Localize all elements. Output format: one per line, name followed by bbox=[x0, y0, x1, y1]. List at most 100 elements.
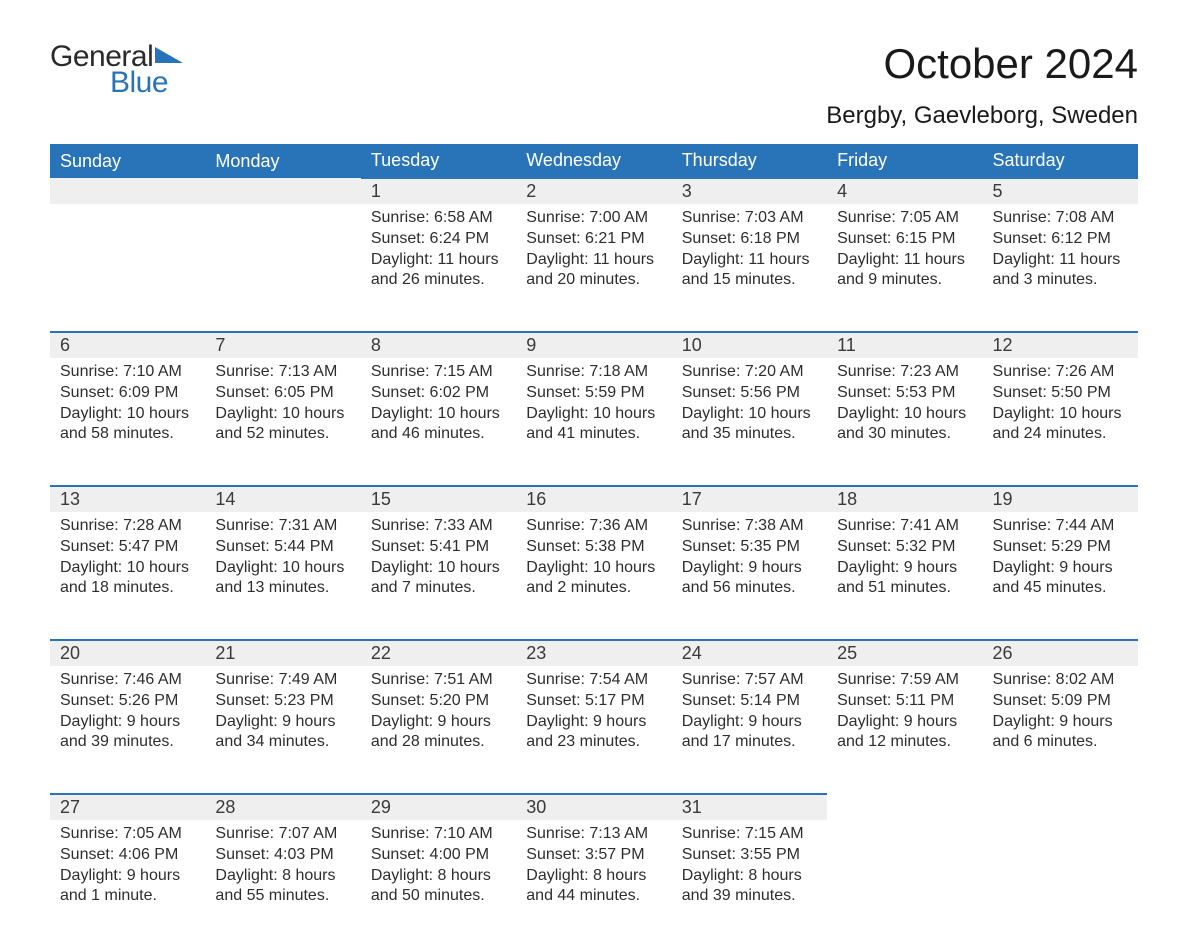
day-detail-cell: Sunrise: 7:31 AMSunset: 5:44 PMDaylight:… bbox=[205, 512, 360, 640]
sunrise-text: Sunrise: 7:15 AM bbox=[682, 824, 817, 845]
sunset-text: Sunset: 5:11 PM bbox=[837, 691, 972, 712]
header: General Blue October 2024 Bergby, Gaevle… bbox=[50, 40, 1138, 130]
daylight-text-1: Daylight: 9 hours bbox=[837, 712, 972, 733]
daylight-text-2: and 17 minutes. bbox=[682, 732, 817, 753]
day-detail-cell: Sunrise: 6:58 AMSunset: 6:24 PMDaylight:… bbox=[361, 204, 516, 332]
sunrise-text: Sunrise: 7:05 AM bbox=[60, 824, 195, 845]
sunrise-text: Sunrise: 7:15 AM bbox=[371, 362, 506, 383]
day-detail-cell: Sunrise: 7:44 AMSunset: 5:29 PMDaylight:… bbox=[983, 512, 1138, 640]
day-number-cell: 3 bbox=[672, 178, 827, 204]
sunset-text: Sunset: 5:17 PM bbox=[526, 691, 661, 712]
daylight-text-2: and 55 minutes. bbox=[215, 886, 350, 907]
daynum-row: 2728293031 bbox=[50, 794, 1138, 820]
day-number-cell: 2 bbox=[516, 178, 671, 204]
daylight-text-1: Daylight: 8 hours bbox=[371, 866, 506, 887]
day-detail-cell: Sunrise: 7:03 AMSunset: 6:18 PMDaylight:… bbox=[672, 204, 827, 332]
daylight-text-2: and 28 minutes. bbox=[371, 732, 506, 753]
daylight-text-2: and 24 minutes. bbox=[993, 424, 1128, 445]
daynum-row: 20212223242526 bbox=[50, 640, 1138, 666]
day-number-cell: 29 bbox=[361, 794, 516, 820]
day-detail-cell: Sunrise: 8:02 AMSunset: 5:09 PMDaylight:… bbox=[983, 666, 1138, 794]
day-detail-cell: Sunrise: 7:18 AMSunset: 5:59 PMDaylight:… bbox=[516, 358, 671, 486]
sunset-text: Sunset: 5:41 PM bbox=[371, 537, 506, 558]
day-number-cell: 11 bbox=[827, 332, 982, 358]
logo: General Blue bbox=[50, 40, 185, 100]
sunset-text: Sunset: 6:21 PM bbox=[526, 229, 661, 250]
day-number-cell: 20 bbox=[50, 640, 205, 666]
daylight-text-2: and 39 minutes. bbox=[682, 886, 817, 907]
sunset-text: Sunset: 5:09 PM bbox=[993, 691, 1128, 712]
sunrise-text: Sunrise: 7:07 AM bbox=[215, 824, 350, 845]
daylight-text-1: Daylight: 8 hours bbox=[526, 866, 661, 887]
sunrise-text: Sunrise: 7:49 AM bbox=[215, 670, 350, 691]
sunrise-text: Sunrise: 7:59 AM bbox=[837, 670, 972, 691]
daylight-text-2: and 20 minutes. bbox=[526, 270, 661, 291]
day-detail-cell: Sunrise: 7:49 AMSunset: 5:23 PMDaylight:… bbox=[205, 666, 360, 794]
daylight-text-1: Daylight: 11 hours bbox=[682, 250, 817, 271]
daylight-text-2: and 26 minutes. bbox=[371, 270, 506, 291]
sunset-text: Sunset: 5:53 PM bbox=[837, 383, 972, 404]
day-detail-cell: Sunrise: 7:28 AMSunset: 5:47 PMDaylight:… bbox=[50, 512, 205, 640]
day-detail-cell: Sunrise: 7:08 AMSunset: 6:12 PMDaylight:… bbox=[983, 204, 1138, 332]
daylight-text-2: and 3 minutes. bbox=[993, 270, 1128, 291]
day-number-cell: 24 bbox=[672, 640, 827, 666]
daylight-text-1: Daylight: 9 hours bbox=[371, 712, 506, 733]
sunset-text: Sunset: 6:12 PM bbox=[993, 229, 1128, 250]
day-number-cell: 27 bbox=[50, 794, 205, 820]
daylight-text-2: and 6 minutes. bbox=[993, 732, 1128, 753]
day-detail-cell: Sunrise: 7:36 AMSunset: 5:38 PMDaylight:… bbox=[516, 512, 671, 640]
daynum-row: 6789101112 bbox=[50, 332, 1138, 358]
sunrise-text: Sunrise: 7:26 AM bbox=[993, 362, 1128, 383]
sunrise-text: Sunrise: 7:18 AM bbox=[526, 362, 661, 383]
daylight-text-2: and 18 minutes. bbox=[60, 578, 195, 599]
sunset-text: Sunset: 6:05 PM bbox=[215, 383, 350, 404]
daylight-text-1: Daylight: 10 hours bbox=[526, 404, 661, 425]
day-detail-cell: Sunrise: 7:05 AMSunset: 4:06 PMDaylight:… bbox=[50, 820, 205, 948]
daylight-text-1: Daylight: 10 hours bbox=[215, 558, 350, 579]
sunset-text: Sunset: 4:06 PM bbox=[60, 845, 195, 866]
daylight-text-1: Daylight: 10 hours bbox=[215, 404, 350, 425]
daylight-text-1: Daylight: 9 hours bbox=[682, 558, 817, 579]
day-number-cell: 12 bbox=[983, 332, 1138, 358]
sunset-text: Sunset: 3:55 PM bbox=[682, 845, 817, 866]
title-block: October 2024 Bergby, Gaevleborg, Sweden bbox=[826, 40, 1138, 130]
sunset-text: Sunset: 5:44 PM bbox=[215, 537, 350, 558]
sunrise-text: Sunrise: 7:13 AM bbox=[215, 362, 350, 383]
weekday-header: Monday bbox=[205, 144, 360, 178]
location: Bergby, Gaevleborg, Sweden bbox=[826, 102, 1138, 130]
day-number-cell: 10 bbox=[672, 332, 827, 358]
daylight-text-2: and 2 minutes. bbox=[526, 578, 661, 599]
daylight-text-1: Daylight: 9 hours bbox=[682, 712, 817, 733]
daylight-text-2: and 30 minutes. bbox=[837, 424, 972, 445]
daylight-text-1: Daylight: 10 hours bbox=[60, 404, 195, 425]
daylight-text-1: Daylight: 10 hours bbox=[837, 404, 972, 425]
daylight-text-2: and 58 minutes. bbox=[60, 424, 195, 445]
day-number-cell: 23 bbox=[516, 640, 671, 666]
sunset-text: Sunset: 3:57 PM bbox=[526, 845, 661, 866]
day-detail-cell bbox=[827, 820, 982, 948]
day-number-cell: 7 bbox=[205, 332, 360, 358]
sunrise-text: Sunrise: 7:31 AM bbox=[215, 516, 350, 537]
sunset-text: Sunset: 5:20 PM bbox=[371, 691, 506, 712]
daylight-text-1: Daylight: 10 hours bbox=[526, 558, 661, 579]
sunrise-text: Sunrise: 7:20 AM bbox=[682, 362, 817, 383]
sunrise-text: Sunrise: 7:44 AM bbox=[993, 516, 1128, 537]
day-number-cell: 14 bbox=[205, 486, 360, 512]
day-detail-cell: Sunrise: 7:10 AMSunset: 4:00 PMDaylight:… bbox=[361, 820, 516, 948]
weekday-header: Friday bbox=[827, 144, 982, 178]
daylight-text-1: Daylight: 9 hours bbox=[60, 866, 195, 887]
day-number-cell: 26 bbox=[983, 640, 1138, 666]
logo-word2: Blue bbox=[110, 66, 185, 100]
day-detail-cell: Sunrise: 7:00 AMSunset: 6:21 PMDaylight:… bbox=[516, 204, 671, 332]
day-number-cell: 15 bbox=[361, 486, 516, 512]
sunset-text: Sunset: 5:14 PM bbox=[682, 691, 817, 712]
day-number-cell: 18 bbox=[827, 486, 982, 512]
day-detail-cell: Sunrise: 7:57 AMSunset: 5:14 PMDaylight:… bbox=[672, 666, 827, 794]
sunset-text: Sunset: 4:00 PM bbox=[371, 845, 506, 866]
day-detail-cell: Sunrise: 7:15 AMSunset: 6:02 PMDaylight:… bbox=[361, 358, 516, 486]
daylight-text-2: and 7 minutes. bbox=[371, 578, 506, 599]
daylight-text-1: Daylight: 9 hours bbox=[993, 558, 1128, 579]
daylight-text-1: Daylight: 10 hours bbox=[682, 404, 817, 425]
day-detail-cell bbox=[983, 820, 1138, 948]
sunrise-text: Sunrise: 7:10 AM bbox=[371, 824, 506, 845]
